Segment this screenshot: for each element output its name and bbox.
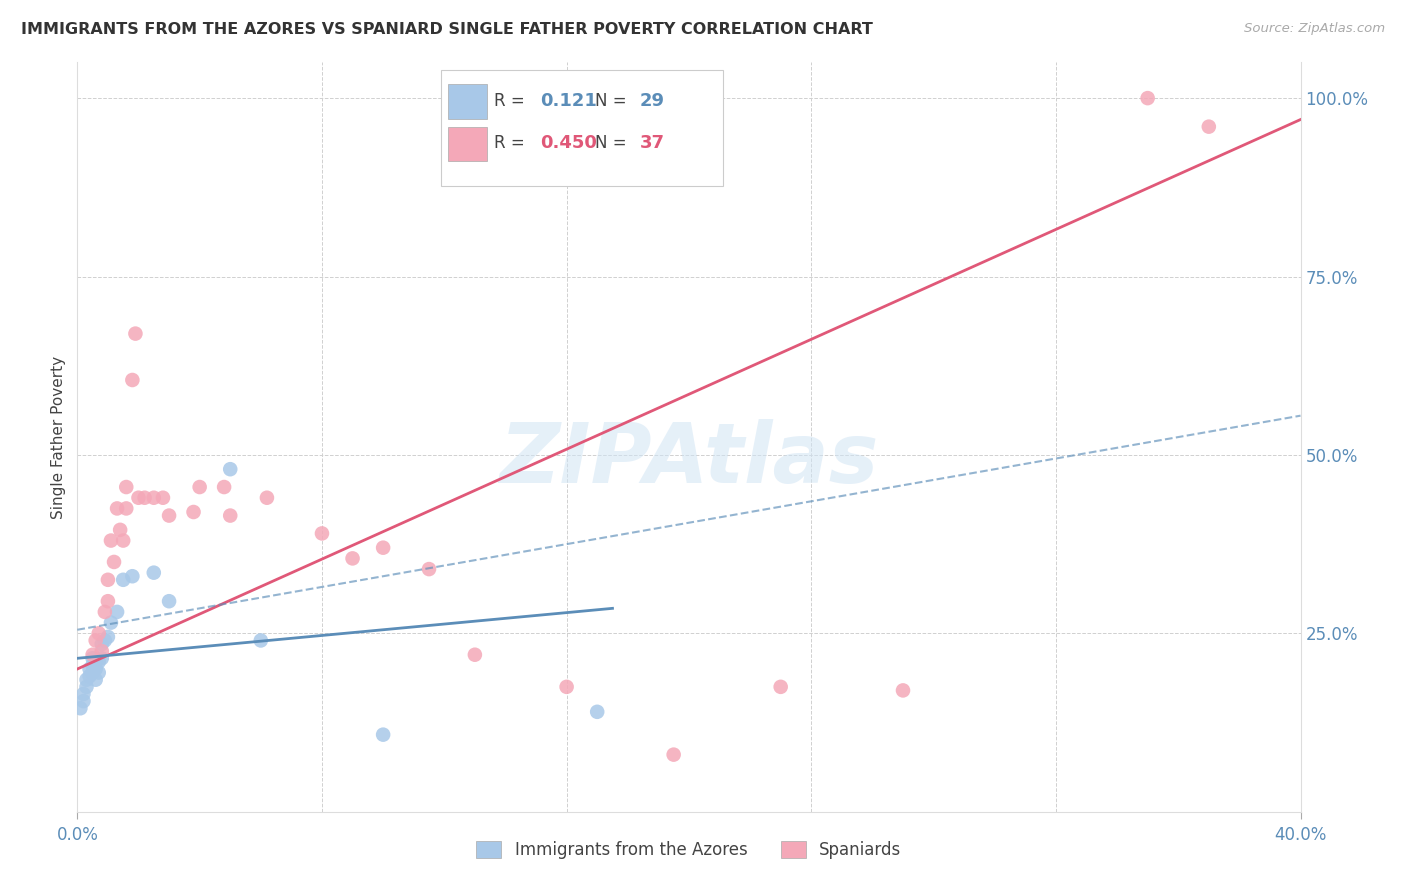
Point xyxy=(112,573,135,587)
Point xyxy=(76,680,98,694)
Point xyxy=(371,728,394,742)
Text: Source: ZipAtlas.com: Source: ZipAtlas.com xyxy=(1244,22,1385,36)
Y-axis label: Single Father Poverty: Single Father Poverty xyxy=(51,356,66,518)
Text: N =: N = xyxy=(595,135,631,153)
Point xyxy=(142,491,165,505)
Legend: Immigrants from the Azores, Spaniards: Immigrants from the Azores, Spaniards xyxy=(468,832,910,867)
Point xyxy=(97,573,120,587)
Point xyxy=(662,747,685,762)
Point xyxy=(100,615,122,630)
Point xyxy=(183,505,205,519)
Point xyxy=(84,673,107,687)
Point xyxy=(342,551,364,566)
Point xyxy=(124,326,146,341)
Point xyxy=(127,491,149,505)
Text: 29: 29 xyxy=(640,92,665,110)
Point xyxy=(115,501,138,516)
Point xyxy=(1198,120,1220,134)
Point xyxy=(87,655,110,669)
Point xyxy=(1136,91,1159,105)
Point xyxy=(87,626,110,640)
Point xyxy=(311,526,333,541)
Point xyxy=(97,630,120,644)
Point xyxy=(108,523,131,537)
Point xyxy=(157,594,180,608)
Point xyxy=(87,665,110,680)
Text: ZIPAtlas: ZIPAtlas xyxy=(499,419,879,500)
Point xyxy=(79,669,101,683)
Point xyxy=(76,673,98,687)
Point xyxy=(100,533,122,548)
Point xyxy=(84,633,107,648)
Text: N =: N = xyxy=(595,92,631,110)
Point xyxy=(152,491,174,505)
FancyBboxPatch shape xyxy=(449,127,486,161)
Point xyxy=(72,687,94,701)
Point xyxy=(418,562,440,576)
Point xyxy=(90,651,112,665)
Point xyxy=(105,605,128,619)
Point xyxy=(142,566,165,580)
Point xyxy=(90,644,112,658)
Point xyxy=(97,594,120,608)
Point xyxy=(219,462,242,476)
Point xyxy=(84,655,107,669)
Point xyxy=(250,633,273,648)
Point xyxy=(586,705,609,719)
Point xyxy=(121,569,143,583)
Point xyxy=(82,648,104,662)
Point xyxy=(105,501,128,516)
Point xyxy=(212,480,235,494)
Point xyxy=(82,651,104,665)
FancyBboxPatch shape xyxy=(440,70,723,186)
Text: 0.121: 0.121 xyxy=(540,92,596,110)
Point xyxy=(115,480,138,494)
Point xyxy=(121,373,143,387)
Point xyxy=(69,701,91,715)
Point xyxy=(84,662,107,676)
Point xyxy=(94,605,117,619)
Point xyxy=(891,683,914,698)
Point xyxy=(188,480,211,494)
Point xyxy=(82,658,104,673)
Text: IMMIGRANTS FROM THE AZORES VS SPANIARD SINGLE FATHER POVERTY CORRELATION CHART: IMMIGRANTS FROM THE AZORES VS SPANIARD S… xyxy=(21,22,873,37)
Point xyxy=(219,508,242,523)
Point xyxy=(79,662,101,676)
Point xyxy=(256,491,278,505)
Point xyxy=(157,508,180,523)
Point xyxy=(82,665,104,680)
Point xyxy=(371,541,394,555)
Text: 37: 37 xyxy=(640,135,665,153)
FancyBboxPatch shape xyxy=(449,84,486,119)
Point xyxy=(555,680,578,694)
Point xyxy=(90,637,112,651)
Point xyxy=(464,648,486,662)
Point xyxy=(134,491,156,505)
Point xyxy=(112,533,135,548)
Point xyxy=(103,555,125,569)
Point xyxy=(94,633,117,648)
Point xyxy=(72,694,94,708)
Text: 0.450: 0.450 xyxy=(540,135,596,153)
Text: R =: R = xyxy=(495,92,530,110)
Point xyxy=(769,680,792,694)
Text: R =: R = xyxy=(495,135,530,153)
